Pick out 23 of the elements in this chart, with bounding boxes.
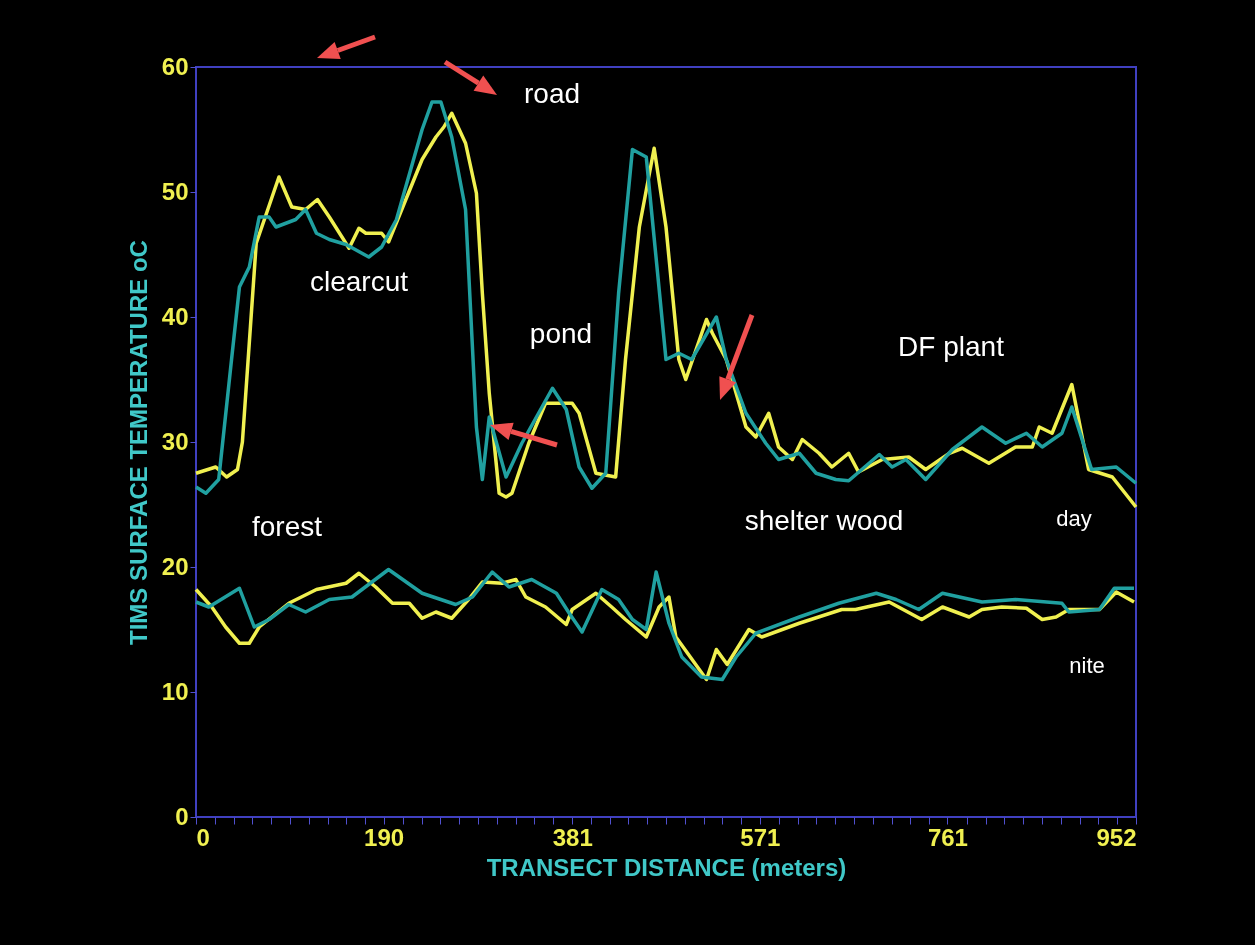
x-tick-label: 952 — [1096, 823, 1137, 851]
annotation: nite — [1069, 653, 1105, 678]
y-tick-label: 60 — [161, 52, 189, 80]
x-axis-title: TRANSECT DISTANCE (meters) — [486, 853, 847, 881]
x-tick-label: 190 — [364, 823, 405, 851]
annotation: forest — [251, 511, 323, 542]
x-tick-label: 0 — [196, 823, 210, 851]
annotation: road — [523, 78, 581, 109]
x-tick-label: 761 — [927, 823, 968, 851]
annotation: day — [1056, 506, 1092, 531]
annotation: shelter wood — [744, 505, 904, 536]
y-axis-title: TIMS SURFACE TEMPERATURE oC — [124, 240, 152, 645]
x-tick-label: 381 — [552, 823, 593, 851]
x-tick-label: 571 — [740, 823, 781, 851]
annotation: DF plant — [898, 331, 1005, 362]
y-tick-label: 0 — [175, 802, 189, 830]
y-tick-label: 30 — [161, 427, 189, 455]
annotation: pond — [529, 318, 593, 349]
annotation: clearcut — [309, 266, 409, 297]
y-tick-label: 20 — [161, 552, 189, 580]
y-tick-label: 40 — [161, 302, 189, 330]
y-tick-label: 50 — [161, 177, 189, 205]
y-tick-label: 10 — [161, 677, 189, 705]
